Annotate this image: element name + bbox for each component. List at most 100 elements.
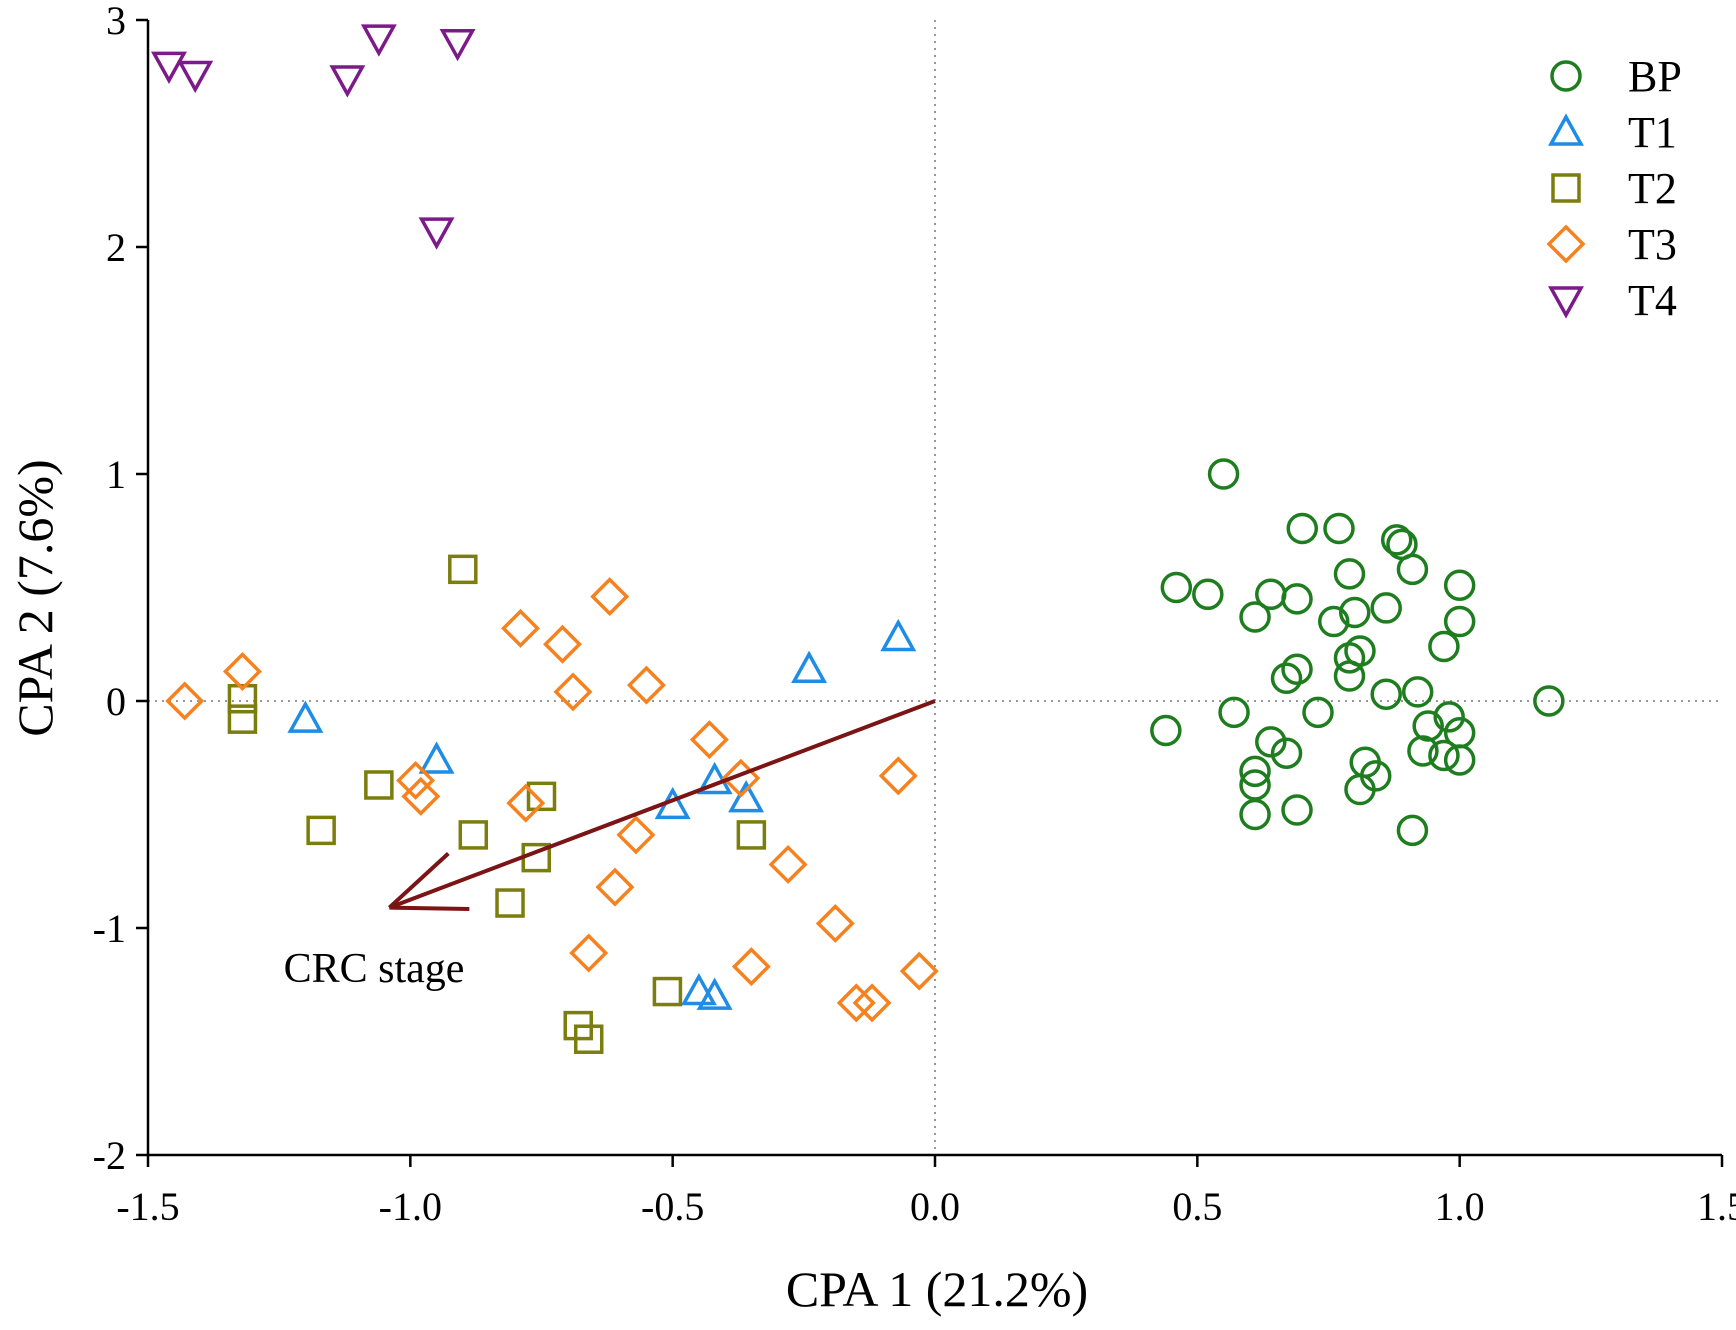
series-t4 [151, 24, 476, 250]
point-bp [1338, 596, 1371, 629]
legend-item-t1: T1 [1548, 108, 1677, 157]
point-t3 [899, 951, 939, 991]
point-t1 [696, 977, 733, 1010]
x-tick-label: -0.5 [641, 1184, 704, 1229]
x-tick-label: 1.5 [1697, 1184, 1736, 1229]
x-tick-label: 1.0 [1435, 1184, 1485, 1229]
point-bp [1443, 569, 1476, 601]
y-axis-title: CPA 2 (7.6%) [7, 459, 63, 736]
point-t3 [815, 903, 855, 943]
x-tick-label: 0.5 [1172, 1184, 1222, 1229]
point-t2 [227, 704, 258, 734]
point-t3 [396, 760, 436, 800]
legend-item-t4: T4 [1548, 276, 1677, 325]
y-tick-label: 1 [106, 452, 126, 497]
legend-marker-t3 [1546, 224, 1586, 264]
point-bp [1270, 737, 1303, 769]
legend-label-t1: T1 [1628, 108, 1677, 157]
point-t4 [360, 24, 397, 57]
arrow-head-right [387, 852, 450, 910]
point-t2 [526, 781, 557, 812]
point-bp [1533, 685, 1565, 717]
legend-item-t3: T3 [1546, 220, 1677, 269]
point-t3 [836, 983, 876, 1023]
legend-label-bp: BP [1628, 52, 1682, 101]
point-bp [1239, 601, 1271, 633]
crc-stage-arrow: CRC stage [284, 699, 936, 992]
point-bp [1160, 571, 1193, 604]
point-t1 [880, 618, 917, 652]
x-tick-label: -1.0 [379, 1184, 442, 1229]
point-t2 [458, 820, 489, 850]
y-tick-label: -1 [93, 906, 126, 951]
point-bp [1317, 605, 1350, 638]
point-t3 [878, 756, 918, 796]
point-t2 [448, 554, 478, 585]
point-t1 [680, 972, 717, 1006]
point-bp [1323, 512, 1355, 545]
point-t3 [506, 783, 546, 823]
point-t4 [151, 51, 187, 85]
data-points [151, 24, 1565, 1054]
point-bp [1192, 578, 1224, 611]
point-bp [1370, 592, 1402, 624]
legend-label-t2: T2 [1628, 164, 1677, 213]
reference-lines [148, 20, 1722, 1155]
point-t3 [731, 947, 771, 987]
point-t1 [287, 700, 324, 733]
point-t2 [573, 1024, 604, 1054]
point-t2 [306, 815, 336, 846]
y-tick-label: 0 [106, 679, 126, 724]
point-t1 [791, 650, 828, 683]
point-t3 [165, 681, 205, 721]
point-t3 [553, 672, 593, 712]
point-t2 [652, 976, 683, 1007]
point-bp [1302, 696, 1334, 729]
point-t3 [626, 665, 666, 705]
point-t3 [501, 608, 540, 648]
point-bp [1401, 676, 1434, 708]
point-bp [1333, 660, 1366, 692]
point-bp [1443, 605, 1476, 638]
point-t3 [590, 577, 630, 617]
series-t3 [165, 577, 939, 1023]
x-tick-label: -1.5 [116, 1184, 179, 1229]
point-bp [1412, 710, 1444, 742]
point-t3 [595, 867, 635, 907]
point-bp [1433, 701, 1465, 733]
point-bp [1396, 553, 1429, 586]
legend-label-t4: T4 [1628, 276, 1677, 325]
axes: -1.5 -1.0 -0.5 0.0 0.5 1.0 1.5 -2 -1 0 1 2 3 [93, 0, 1736, 1229]
point-bp [1150, 714, 1182, 747]
point-t3 [689, 720, 729, 760]
legend-marker-t2 [1551, 173, 1581, 203]
series-t2 [227, 554, 767, 1054]
point-t3 [222, 652, 262, 691]
point-t3 [569, 933, 609, 973]
legend-item-t2: T2 [1551, 164, 1677, 213]
point-t2 [227, 683, 258, 714]
point-t2 [364, 770, 394, 800]
point-bp [1281, 583, 1313, 615]
point-bp [1281, 794, 1313, 826]
point-t4 [177, 60, 214, 94]
arrow-head-left [389, 905, 470, 912]
point-bp [1281, 653, 1313, 685]
point-t3 [543, 624, 582, 664]
point-bp [1218, 696, 1250, 729]
legend-item-bp: BP [1550, 52, 1682, 101]
point-bp [1428, 630, 1460, 663]
point-t3 [616, 815, 656, 855]
y-tick-label: -2 [93, 1133, 126, 1178]
arrow-shaft [388, 699, 936, 910]
point-t4 [418, 217, 455, 250]
arrow-label: CRC stage [284, 946, 465, 992]
point-bp [1344, 773, 1376, 806]
point-t3 [721, 758, 761, 798]
y-tick-label: 2 [106, 225, 126, 270]
point-t1 [696, 761, 733, 795]
legend-marker-t4 [1548, 286, 1584, 319]
point-t4 [439, 28, 476, 62]
point-t1 [728, 780, 765, 813]
